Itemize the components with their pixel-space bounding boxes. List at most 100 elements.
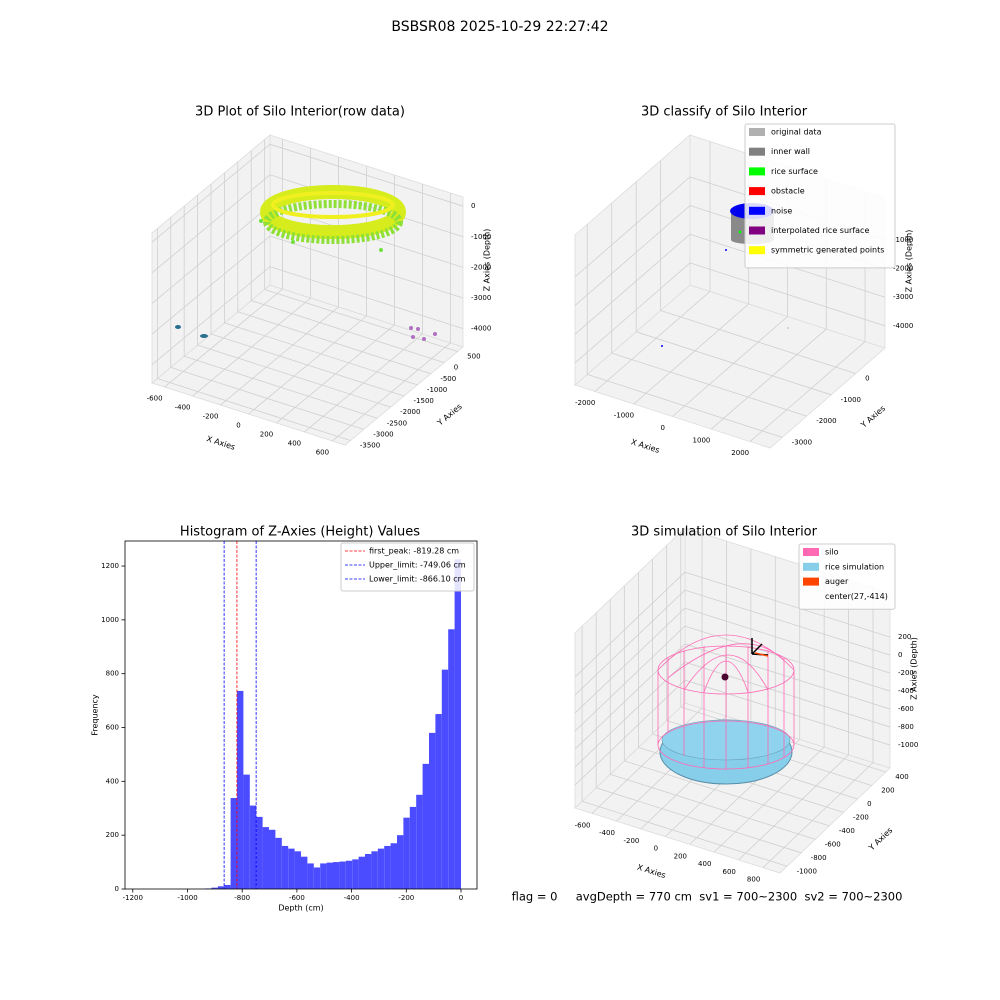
grid-line [660, 310, 856, 374]
grid-line [151, 143, 271, 243]
point [411, 335, 415, 339]
x-tick-label: 400 [288, 439, 301, 447]
grid-line [749, 341, 866, 442]
y-tick-label: -3000 [792, 438, 812, 446]
grid-line [689, 262, 886, 327]
bar [390, 843, 397, 889]
grid-line [684, 607, 891, 674]
grid-line [636, 331, 832, 396]
x-tick-label: 600 [316, 448, 329, 456]
grid-line [574, 176, 691, 278]
grid-line [596, 787, 802, 854]
y-tick-label: -1000 [841, 396, 861, 404]
x-tick-label: -200 [203, 412, 219, 420]
bar [217, 886, 225, 889]
bar [358, 856, 365, 889]
point [787, 327, 789, 329]
x-tick-label: 200 [674, 852, 687, 860]
legend-swatch [803, 577, 819, 586]
legend-label: rice simulation [825, 562, 884, 571]
grid-line [684, 661, 891, 728]
bar [435, 714, 442, 889]
legend-swatch [749, 246, 765, 255]
point-cloud [263, 200, 403, 244]
bar [409, 806, 417, 889]
grid-line [684, 679, 891, 746]
grid-line [157, 378, 351, 441]
point [416, 327, 420, 331]
x-tick-label: 2000 [731, 449, 749, 457]
grid-line [684, 589, 891, 656]
x-tick-label: 800 [747, 876, 760, 884]
grid-line [170, 367, 364, 430]
x-tick-label: -600 [575, 821, 591, 829]
grid-line [633, 303, 749, 405]
auger [754, 652, 769, 657]
y-tick-label: -600 [825, 840, 841, 848]
y-tick-label: -400 [839, 827, 855, 835]
grid-line [574, 679, 686, 786]
bar [224, 884, 231, 889]
point [259, 219, 263, 223]
chart-title: Histogram of Z-Axies (Height) Values [180, 525, 420, 540]
grid-line [574, 205, 691, 306]
z-axis-label: Z Axies (Depth) [910, 637, 919, 700]
y-tick-label: 600 [106, 724, 119, 732]
bar [365, 854, 372, 889]
z-tick-label: -3000 [893, 293, 913, 301]
y-tick-label: 800 [106, 670, 119, 678]
z-tick-label: -1000 [898, 741, 918, 749]
z-tick-label: 0 [898, 651, 902, 659]
legend-label: center(27,-414) [825, 592, 888, 601]
chart-title: 3D classify of Silo Interior [641, 105, 808, 120]
pane [574, 134, 691, 386]
grid-line [611, 352, 807, 417]
point [661, 345, 663, 347]
point [175, 325, 181, 329]
bar [371, 851, 378, 889]
legend-swatch [749, 206, 765, 215]
legend-label: Upper_limit: -749.06 cm [369, 561, 466, 570]
bar [256, 816, 263, 889]
status-line: flag = 0 avgDepth = 770 cm sv1 = 700~230… [512, 890, 903, 904]
grid-line [574, 262, 691, 364]
x-tick-label: -600 [147, 394, 163, 402]
legend-swatch [749, 226, 765, 235]
z-axis-label: Z Axies (Depth) [905, 230, 914, 293]
grid-line [210, 333, 405, 397]
grid-line [574, 233, 691, 335]
point [409, 326, 413, 330]
z-tick-label: -1000 [893, 236, 913, 244]
y-tick-label: -200 [853, 813, 869, 821]
y-tick-label: -3500 [360, 442, 380, 450]
grid-line [264, 289, 458, 352]
legend-box [340, 542, 475, 592]
bar [352, 859, 359, 889]
y-tick-label: 400 [895, 773, 908, 781]
grid-line [237, 311, 431, 375]
point [725, 249, 727, 251]
y-tick-label: 0 [865, 375, 869, 383]
y-tick-label: -2000 [816, 417, 836, 425]
x-tick-label: -200 [398, 894, 414, 902]
grid-line [224, 322, 418, 386]
point [422, 337, 426, 341]
legend-layer: 3D Plot of Silo Interior(row data) 3D cla… [180, 105, 896, 610]
grid-line [587, 373, 783, 438]
legend-box [798, 543, 896, 610]
legend-label: noise [771, 206, 792, 215]
grid-line [269, 235, 464, 299]
legend-swatch [749, 187, 765, 196]
axes-layer: -600-400-2000200400600-3500-3000-2500-20… [91, 134, 919, 913]
bar [441, 669, 449, 889]
legend-swatch [803, 562, 819, 571]
bar [237, 690, 244, 889]
point [200, 334, 208, 338]
legend-swatch [749, 128, 765, 136]
z-tick-label: -2000 [893, 265, 913, 273]
grid-line [711, 328, 827, 430]
x-tick-label: -1000 [177, 894, 197, 902]
y-tick-label: 1200 [101, 562, 119, 570]
grid-line [581, 800, 788, 867]
y-tick-label: -2000 [400, 408, 420, 416]
